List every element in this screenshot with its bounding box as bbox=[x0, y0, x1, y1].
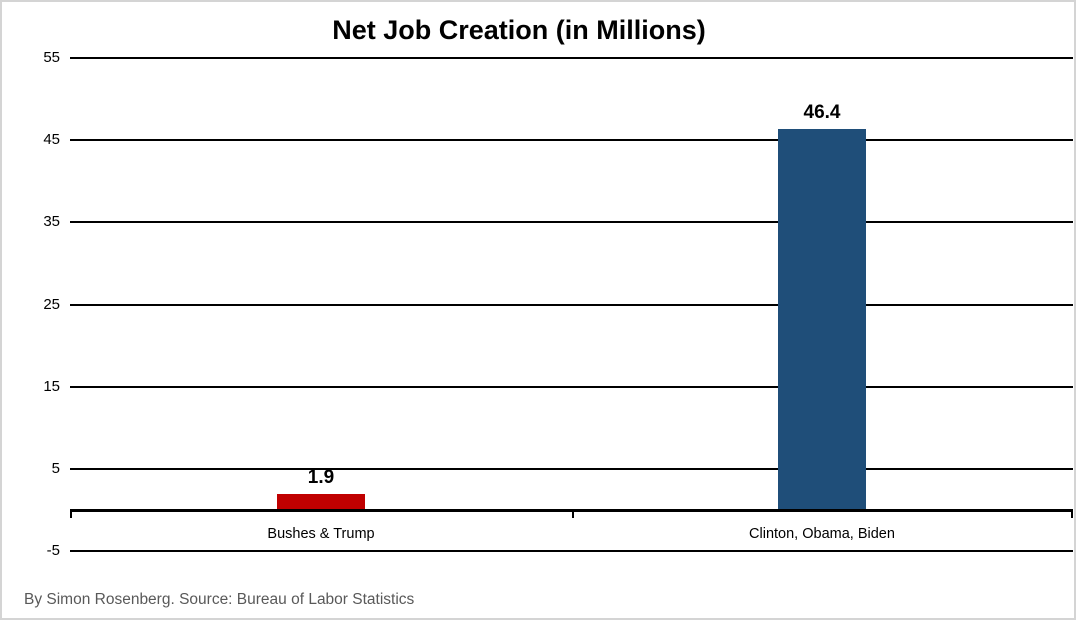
bar-value-label: 1.9 bbox=[307, 467, 335, 488]
y-axis-tick-label: 25 bbox=[43, 296, 60, 313]
gridline-y-35 bbox=[70, 221, 1073, 223]
gridline-y-25 bbox=[70, 304, 1073, 306]
bar-bushes-trump bbox=[277, 494, 365, 509]
y-axis-tick-label: 55 bbox=[43, 49, 60, 66]
gridline-y-5 bbox=[70, 468, 1073, 470]
x-axis-tick bbox=[70, 510, 72, 518]
bar-value-label: 46.4 bbox=[803, 102, 841, 123]
bar-clinton-obama-biden bbox=[778, 129, 866, 509]
chart-title: Net Job Creation (in Millions) bbox=[332, 15, 706, 45]
y-axis-tick-label: 45 bbox=[43, 131, 60, 148]
x-axis-tick bbox=[572, 510, 574, 518]
source-attribution: By Simon Rosenberg. Source: Bureau of La… bbox=[24, 591, 415, 608]
category-label-clinton-obama-biden: Clinton, Obama, Biden bbox=[749, 526, 895, 542]
x-axis-line bbox=[70, 509, 1073, 512]
gridline-y-15 bbox=[70, 386, 1073, 388]
y-axis-tick-label: 35 bbox=[43, 213, 60, 230]
category-label-bushes-trump: Bushes & Trump bbox=[267, 526, 375, 542]
gridline-y-45 bbox=[70, 139, 1073, 141]
gridline-y--5 bbox=[70, 550, 1073, 552]
x-axis-tick bbox=[1071, 510, 1073, 518]
y-axis-tick-label: -5 bbox=[46, 542, 60, 559]
y-axis-tick-label: 5 bbox=[51, 460, 60, 477]
gridline-y-55 bbox=[70, 57, 1073, 59]
y-axis-tick-label: 15 bbox=[43, 378, 60, 395]
